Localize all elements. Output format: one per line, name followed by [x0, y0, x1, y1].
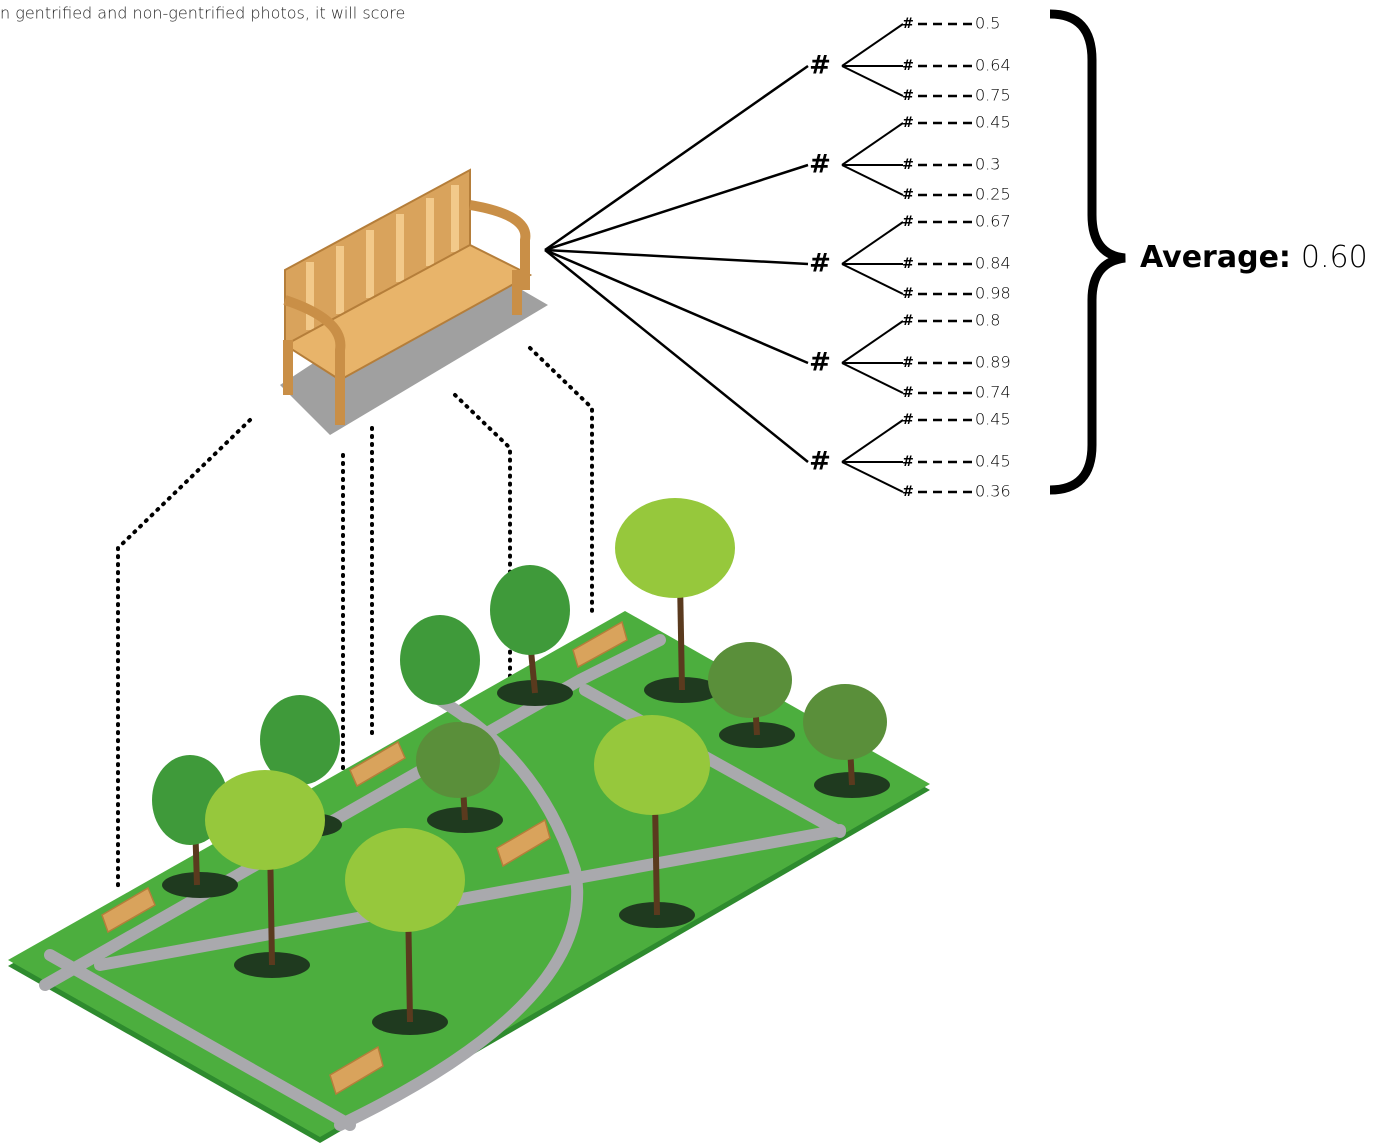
sub-branch [842, 66, 903, 96]
item-label: # [902, 286, 914, 302]
item-label: # [902, 256, 914, 272]
park [8, 498, 930, 1143]
average-value: 0.60 [1301, 240, 1368, 275]
sub-branch [842, 222, 903, 264]
sub-branch [842, 420, 903, 462]
bench-large [280, 170, 548, 435]
sub-branch [842, 165, 903, 195]
sub-branch [842, 462, 903, 492]
item-label: # [902, 355, 914, 371]
scene: n gentrified and non-gentrified photos, … [0, 0, 1387, 1148]
item-label: # [902, 385, 914, 401]
score: 0.8 [975, 311, 1000, 330]
item-label: # [902, 412, 914, 428]
score: 0.74 [975, 383, 1011, 402]
score: 0.89 [975, 353, 1011, 372]
score: 0.98 [975, 284, 1011, 303]
caption: n gentrified and non-gentrified photos, … [0, 4, 405, 23]
sub-branch [842, 264, 903, 294]
score: 0.45 [975, 113, 1011, 132]
average-label: Average: [1140, 240, 1291, 275]
score: 0.25 [975, 185, 1011, 204]
sub-branch [842, 123, 903, 165]
brace [1050, 14, 1125, 490]
item-label: # [902, 88, 914, 104]
item-label: # [902, 58, 914, 74]
score: 0.64 [975, 56, 1011, 75]
score-tree: # #0.5 #0.64 #0.75 # #0.45 #0.3 #0.25 # #0.67 #0.8… [545, 14, 1011, 501]
score: 0.75 [975, 86, 1011, 105]
group-label: # [809, 51, 831, 81]
branch [545, 165, 808, 250]
average: Average: 0.60 [1140, 240, 1368, 275]
score: 0.5 [975, 14, 1000, 33]
score: 0.36 [975, 482, 1011, 501]
item-label: # [902, 157, 914, 173]
item-label: # [902, 115, 914, 131]
group-label: # [809, 150, 831, 180]
branch [545, 66, 808, 250]
group-label: # [809, 348, 831, 378]
group-label: # [809, 447, 831, 477]
score: 0.84 [975, 254, 1011, 273]
branch [545, 250, 808, 462]
sub-branch [842, 24, 903, 66]
sub-branch [842, 321, 903, 363]
score: 0.3 [975, 155, 1000, 174]
item-label: # [902, 454, 914, 470]
score: 0.45 [975, 410, 1011, 429]
item-label: # [902, 313, 914, 329]
item-label: # [902, 187, 914, 203]
sub-branch [842, 363, 903, 393]
branch [545, 250, 808, 264]
group-label: # [809, 249, 831, 279]
score: 0.67 [975, 212, 1011, 231]
branch [545, 250, 808, 363]
item-label: # [902, 16, 914, 32]
score: 0.45 [975, 452, 1011, 471]
item-label: # [902, 214, 914, 230]
item-label: # [902, 484, 914, 500]
